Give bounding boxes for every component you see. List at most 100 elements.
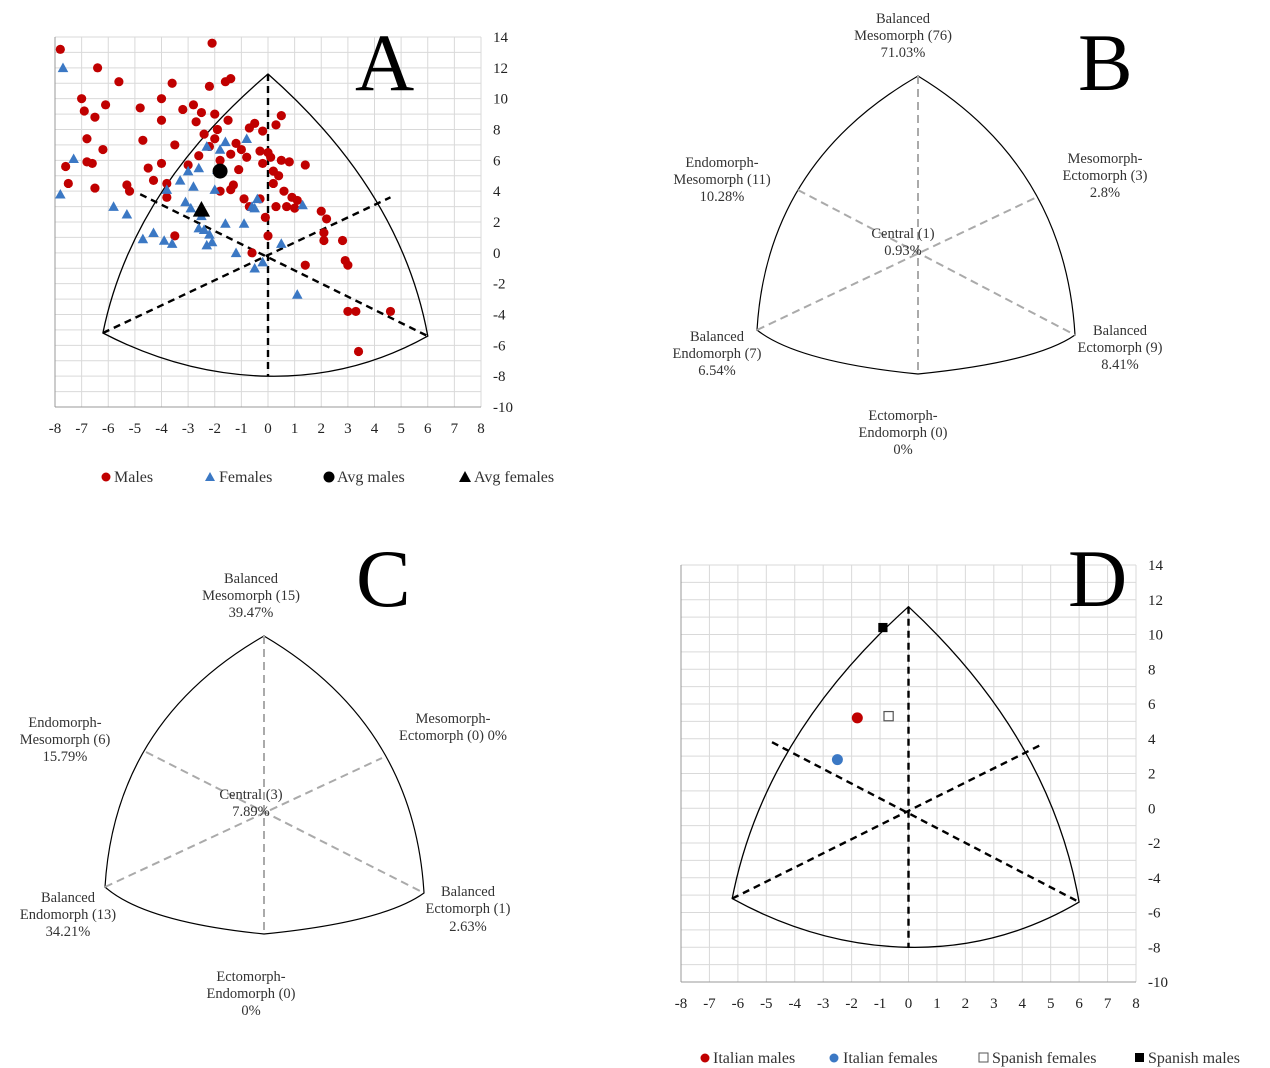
y-tick-label: -8 <box>1148 940 1161 956</box>
c-balanced-mesomorph-line2: Mesomorph (15) <box>202 588 300 604</box>
b-endo-meso-line3: 10.28% <box>700 189 745 205</box>
x-tick-label: -7 <box>703 996 716 1012</box>
x-tick-label: -3 <box>182 421 195 437</box>
females-point <box>291 289 303 299</box>
females-point <box>180 196 191 207</box>
b-ecto-endo-line1: Ectomorph- <box>868 408 937 424</box>
b-bal-endo-line2: Endomorph (7) <box>673 346 762 362</box>
females-point <box>204 229 215 239</box>
females-point <box>174 175 186 185</box>
males-point <box>242 152 252 162</box>
x-tick-label: -1 <box>235 421 248 437</box>
legend-spanish-females-marker <box>978 1052 989 1063</box>
males-point <box>300 260 310 270</box>
y-tick-label: 6 <box>493 153 501 169</box>
males-point <box>319 228 329 238</box>
b-meso-ecto-line2: Ectomorph (3) <box>1063 168 1148 184</box>
legend-avg-females-marker <box>459 471 471 482</box>
males-point <box>228 180 238 190</box>
females-point <box>121 209 133 219</box>
males-point <box>255 146 265 156</box>
males-point <box>276 111 286 121</box>
females-point <box>201 141 213 151</box>
legend-females-marker <box>205 472 215 481</box>
b-bal-ecto-line3: 8.41% <box>1101 357 1138 373</box>
females-point <box>161 184 173 194</box>
somatochart-outline <box>756 75 1076 375</box>
sector-line-rising <box>104 757 383 888</box>
x-tick-label: 8 <box>477 421 485 437</box>
legend-spanish-females-label: Spanish females <box>992 1050 1096 1067</box>
males-point <box>279 186 289 196</box>
males-point <box>271 201 281 212</box>
x-tick-label: 0 <box>905 996 913 1012</box>
males-point <box>300 160 310 170</box>
males-point <box>82 134 92 144</box>
somatochart-outline <box>731 605 1080 948</box>
males-point <box>210 134 220 144</box>
x-tick-label: 5 <box>397 421 405 437</box>
b-meso-ecto-line3: 2.8% <box>1090 185 1120 201</box>
x-tick-label: -5 <box>760 996 773 1012</box>
b-bal-endo-line3: 6.54% <box>698 363 735 379</box>
males-point <box>321 214 332 224</box>
x-tick-label: 7 <box>1104 996 1112 1012</box>
legend-spanish-males-label: Spanish males <box>1148 1050 1240 1067</box>
panel-c-chart <box>104 635 425 935</box>
somatochart-outline <box>104 635 425 935</box>
c-meso-ecto-line2: Ectomorph (0) 0% <box>399 728 507 744</box>
y-tick-label: -2 <box>1148 836 1161 852</box>
c-ecto-endo-line1: Ectomorph- <box>216 969 285 985</box>
males-point <box>343 306 353 317</box>
panel-a-chart: -8 -7 -6 -5 -4 -3 -2 -1 0 1 2 3 4 5 6 7 814121086420-2-4… <box>49 30 513 437</box>
b-bal-ecto-line2: Ectomorph (9) <box>1078 340 1163 356</box>
y-tick-label: -4 <box>1148 871 1161 887</box>
males-point <box>148 175 159 185</box>
c-bal-endo-line1: Balanced <box>41 890 96 906</box>
b-bal-endo-line1: Balanced <box>690 329 745 345</box>
males-point <box>258 158 268 169</box>
males-point <box>319 235 329 246</box>
males-point <box>351 306 361 317</box>
c-endo-meso-line3: 15.79% <box>43 749 88 765</box>
males-point <box>353 346 364 357</box>
males-point <box>212 124 223 135</box>
c-bal-ecto-line2: Ectomorph (1) <box>426 901 511 917</box>
y-tick-label: -2 <box>493 277 506 293</box>
females-point <box>57 62 69 73</box>
females-point <box>276 238 287 248</box>
males-point <box>207 38 217 48</box>
x-tick-label: 3 <box>990 996 998 1012</box>
x-tick-label: -4 <box>155 421 168 437</box>
y-tick-label: 0 <box>1148 801 1156 817</box>
females-point <box>55 188 66 199</box>
legend-avg-males-label: Avg males <box>337 469 405 486</box>
females-point <box>220 136 231 147</box>
panel-b-letter: B <box>1078 17 1133 108</box>
legend-italian-males-marker <box>700 1053 710 1063</box>
y-tick-label: 4 <box>1148 732 1156 748</box>
males-point <box>271 120 281 130</box>
x-tick-label: 7 <box>451 421 459 437</box>
males-point <box>98 144 108 155</box>
females-point <box>230 247 242 258</box>
b-balanced-mesomorph-line1: Balanced <box>876 11 931 27</box>
females-point <box>241 133 252 143</box>
males-point <box>156 94 167 104</box>
x-tick-label: 6 <box>1075 996 1083 1012</box>
c-bal-endo-line2: Endomorph (13) <box>20 907 116 923</box>
y-tick-label: -10 <box>493 400 513 416</box>
females-point <box>166 238 178 248</box>
females-point <box>297 199 308 210</box>
females-point <box>137 233 149 244</box>
legend-italian-females-label: Italian females <box>843 1050 938 1067</box>
males-point <box>156 158 167 169</box>
males-point <box>250 118 260 128</box>
males-point <box>77 94 87 104</box>
males-point <box>236 144 246 155</box>
y-tick-label: 4 <box>493 184 501 200</box>
y-tick-label: -4 <box>493 308 506 324</box>
x-tick-label: 0 <box>264 421 272 437</box>
panel-b-chart <box>756 75 1076 375</box>
males-point <box>93 63 103 73</box>
